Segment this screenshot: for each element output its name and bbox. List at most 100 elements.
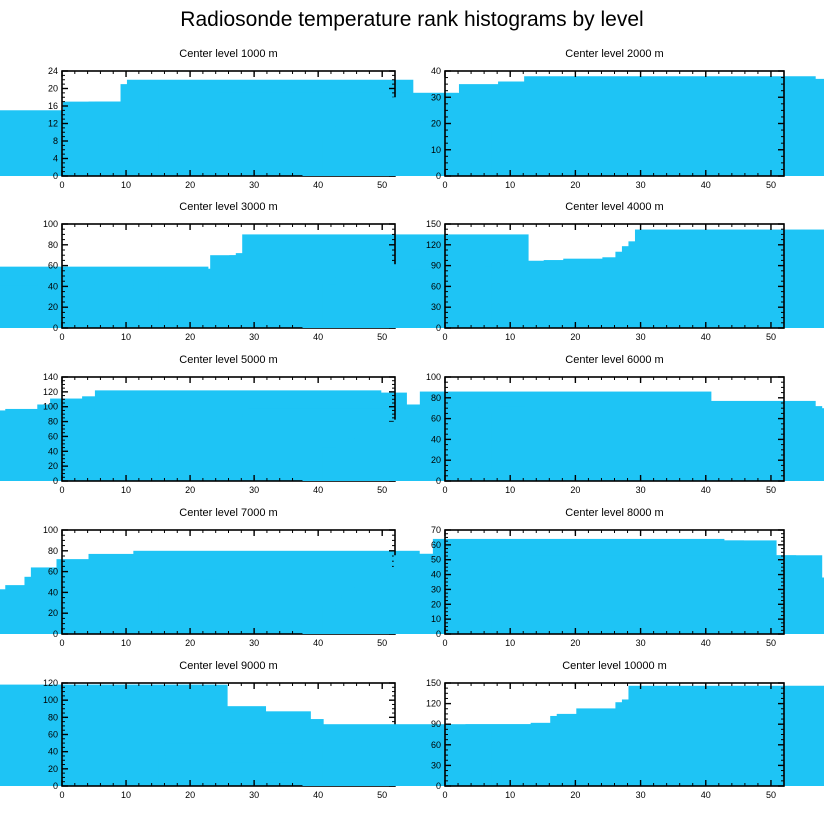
y-tick-label: 12 [48, 119, 58, 129]
x-tick-label: 10 [505, 332, 515, 342]
y-tick-label: 100 [43, 695, 58, 705]
x-tick-label: 50 [377, 180, 387, 190]
page-title: Radiosonde temperature rank histograms b… [180, 8, 644, 31]
panel-title: Center level 3000 m [179, 201, 277, 213]
x-tick-label: 0 [59, 485, 64, 495]
y-tick-label: 40 [48, 747, 58, 757]
y-tick-label: 20 [48, 461, 58, 471]
y-tick-label: 120 [43, 678, 58, 688]
y-tick-label: 10 [431, 614, 441, 624]
x-tick-label: 10 [121, 638, 131, 648]
y-tick-label: 20 [48, 302, 58, 312]
x-tick-label: 10 [505, 180, 515, 190]
x-tick-label: 30 [249, 332, 259, 342]
y-tick-label: 0 [53, 171, 58, 181]
y-tick-label: 0 [53, 476, 58, 486]
x-tick-label: 30 [249, 790, 259, 800]
y-tick-label: 16 [48, 101, 58, 111]
x-tick-label: 40 [701, 485, 711, 495]
x-tick-label: 40 [313, 485, 323, 495]
x-tick-label: 0 [442, 790, 447, 800]
y-tick-label: 80 [431, 393, 441, 403]
x-tick-label: 0 [442, 485, 447, 495]
x-tick-label: 10 [121, 180, 131, 190]
y-tick-label: 40 [48, 446, 58, 456]
x-tick-label: 30 [636, 485, 646, 495]
y-tick-label: 60 [48, 261, 58, 271]
panel-title: Center level 5000 m [179, 354, 277, 366]
x-tick-label: 20 [185, 790, 195, 800]
y-tick-label: 40 [48, 281, 58, 291]
y-tick-label: 150 [426, 219, 441, 229]
x-tick-label: 10 [121, 332, 131, 342]
x-tick-label: 10 [505, 485, 515, 495]
panel-4: Center level 4000 m 0 10 20 30 40 50 0 30 60 90 120… [302, 201, 824, 342]
y-tick-label: 80 [48, 417, 58, 427]
x-tick-label: 50 [766, 485, 776, 495]
y-tick-label: 30 [431, 760, 441, 770]
panel-title: Center level 1000 m [179, 48, 277, 60]
x-tick-label: 40 [313, 332, 323, 342]
y-tick-label: 100 [43, 219, 58, 229]
panel-title: Center level 4000 m [565, 201, 663, 213]
y-tick-label: 20 [431, 599, 441, 609]
y-tick-label: 30 [431, 92, 441, 102]
y-tick-label: 80 [48, 240, 58, 250]
y-tick-label: 120 [426, 240, 441, 250]
x-tick-label: 40 [701, 638, 711, 648]
panel-title: Center level 7000 m [179, 507, 277, 519]
panel-title: Center level 10000 m [562, 660, 667, 672]
y-tick-label: 24 [48, 66, 58, 76]
x-tick-label: 30 [636, 332, 646, 342]
y-tick-label: 60 [48, 567, 58, 577]
y-tick-label: 50 [431, 555, 441, 565]
x-tick-label: 0 [59, 790, 64, 800]
y-tick-label: 20 [48, 764, 58, 774]
x-tick-label: 30 [636, 790, 646, 800]
x-tick-label: 40 [701, 180, 711, 190]
y-tick-label: 40 [431, 66, 441, 76]
y-tick-label: 0 [53, 629, 58, 639]
x-tick-label: 40 [701, 332, 711, 342]
x-tick-label: 20 [185, 332, 195, 342]
panel-title: Center level 2000 m [565, 48, 663, 60]
bar [634, 123, 824, 176]
y-tick-label: 60 [431, 540, 441, 550]
x-tick-label: 10 [121, 485, 131, 495]
x-tick-label: 50 [766, 638, 776, 648]
x-tick-label: 40 [313, 180, 323, 190]
x-tick-label: 30 [249, 638, 259, 648]
x-tick-label: 20 [185, 180, 195, 190]
y-tick-label: 4 [53, 154, 58, 164]
y-tick-label: 0 [436, 781, 441, 791]
x-tick-label: 10 [121, 790, 131, 800]
y-tick-label: 150 [426, 678, 441, 688]
y-tick-label: 120 [43, 387, 58, 397]
y-tick-label: 60 [431, 740, 441, 750]
x-tick-label: 30 [636, 638, 646, 648]
y-tick-label: 0 [436, 629, 441, 639]
y-tick-label: 40 [431, 434, 441, 444]
panel-title: Center level 9000 m [179, 660, 277, 672]
y-tick-label: 120 [426, 699, 441, 709]
x-tick-label: 0 [442, 332, 447, 342]
y-tick-label: 90 [431, 261, 441, 271]
y-tick-label: 140 [43, 372, 58, 382]
x-tick-label: 50 [377, 638, 387, 648]
x-tick-label: 20 [570, 180, 580, 190]
x-tick-label: 30 [249, 485, 259, 495]
y-tick-label: 20 [431, 455, 441, 465]
panel-6: Center level 6000 m 0 10 20 30 40 50 0 20 40 60 80 1… [302, 354, 824, 495]
y-tick-label: 0 [436, 171, 441, 181]
x-tick-label: 50 [377, 485, 387, 495]
panel-8: Center level 8000 m 0 10 20 30 40 50 0 10 20 30 40 5… [302, 507, 824, 648]
x-tick-label: 40 [701, 790, 711, 800]
x-tick-label: 20 [185, 638, 195, 648]
y-tick-label: 100 [43, 402, 58, 412]
y-tick-label: 60 [48, 431, 58, 441]
y-tick-label: 90 [431, 719, 441, 729]
y-tick-label: 80 [48, 546, 58, 556]
x-tick-label: 0 [442, 638, 447, 648]
y-tick-label: 20 [48, 84, 58, 94]
panel-10: Center level 10000 m 0 10 20 30 40 50 0 30 60 90 12… [302, 660, 824, 800]
